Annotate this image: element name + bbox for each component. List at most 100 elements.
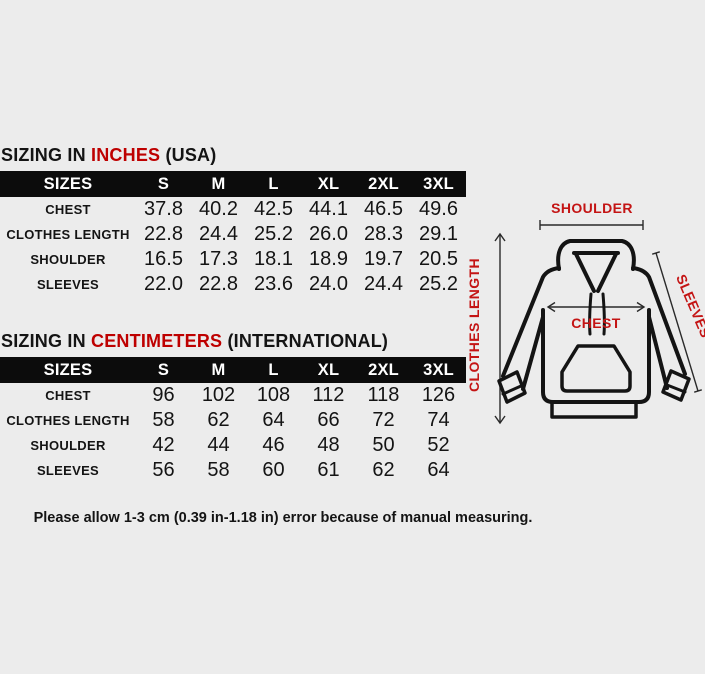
shoulder-measure-line [539, 220, 644, 230]
size-value: 62 [372, 459, 395, 481]
header-size-3xl: 3XL [423, 360, 454, 379]
table-row-sleeves: SLEEVES 56 58 60 61 62 64 [0, 458, 466, 483]
row-label: SLEEVES [36, 463, 100, 478]
size-value: 20.5 [419, 248, 458, 270]
size-value: 24.4 [199, 223, 238, 245]
title-prefix: SIZING IN [1, 145, 86, 165]
size-value: 118 [367, 384, 400, 406]
size-value: 42 [152, 434, 175, 456]
measuring-tolerance-note: Please allow 1-3 cm (0.39 in-1.18 in) er… [33, 510, 533, 526]
size-value: 23.6 [254, 273, 293, 295]
size-value: 72 [372, 409, 395, 431]
table-row-sleeves: SLEEVES 22.0 22.8 23.6 24.0 24.4 25.2 [0, 272, 466, 297]
title-prefix: SIZING IN [1, 331, 86, 351]
size-value: 58 [207, 459, 230, 481]
size-value: 52 [427, 434, 450, 456]
title-region: (INTERNATIONAL) [227, 331, 389, 351]
table-row-chest: CHEST 96 102 108 112 118 126 [0, 383, 466, 408]
sleeve-right-outer [631, 266, 687, 376]
sizing-inches-section: SIZING IN INCHES (USA) SIZES S M L XL 2X… [0, 144, 466, 297]
kangaroo-pocket [560, 344, 632, 393]
clothes-length-measure-line [494, 232, 506, 425]
size-value: 108 [256, 384, 291, 406]
table-header-row: SIZES S M L XL 2XL 3XL [0, 357, 466, 383]
table-row-chest: CHEST 37.8 40.2 42.5 44.1 46.5 49.6 [0, 197, 466, 222]
shoulder-label: SHOULDER [551, 200, 633, 216]
size-value: 18.9 [309, 248, 348, 270]
size-value: 25.2 [419, 273, 458, 295]
chest-measure-arrow [546, 301, 646, 313]
size-value: 25.2 [254, 223, 293, 245]
header-size-xl: XL [317, 360, 340, 379]
table-row-shoulder: SHOULDER 42 44 46 48 50 52 [0, 433, 466, 458]
size-value: 37.8 [144, 198, 183, 220]
size-value: 64 [262, 409, 285, 431]
title-unit-highlight: CENTIMETERS [91, 331, 223, 351]
size-value: 58 [152, 409, 175, 431]
row-label: SLEEVES [36, 277, 100, 292]
table-row-clothes-length: CLOTHES LENGTH 22.8 24.4 25.2 26.0 28.3 … [0, 222, 466, 247]
sleeve-right-inner [647, 315, 669, 390]
header-sizes: SIZES [43, 360, 93, 379]
header-size-m: M [211, 360, 226, 379]
hoodie-measurement-diagram: SHOULDER CLOTHES LENGTH SLEEVES CHEST [466, 200, 705, 425]
sleeves-label: SLEEVES [673, 272, 705, 340]
clothes-length-label: CLOTHES LENGTH [466, 258, 482, 392]
size-value: 62 [207, 409, 230, 431]
sleeve-left-outer [501, 266, 561, 378]
header-size-s: S [157, 174, 170, 193]
size-value: 16.5 [144, 248, 183, 270]
table-row-clothes-length: CLOTHES LENGTH 58 62 64 66 72 74 [0, 408, 466, 433]
size-value: 24.0 [309, 273, 348, 295]
sizing-centimeters-section: SIZING IN CENTIMETERS (INTERNATIONAL) SI… [0, 330, 466, 483]
sleeves-measure-line [651, 251, 703, 393]
header-size-l: L [268, 174, 279, 193]
header-size-m: M [211, 174, 226, 193]
size-value: 50 [372, 434, 395, 456]
size-value: 22.8 [144, 223, 183, 245]
size-value: 26.0 [309, 223, 348, 245]
size-value: 49.6 [419, 198, 458, 220]
size-value: 24.4 [364, 273, 403, 295]
header-size-2xl: 2XL [368, 360, 399, 379]
size-value: 60 [262, 459, 285, 481]
row-label: SHOULDER [30, 438, 106, 453]
size-value: 19.7 [364, 248, 403, 270]
size-value: 22.0 [144, 273, 183, 295]
size-value: 102 [201, 384, 236, 406]
hoodie-outline [497, 239, 691, 419]
header-size-3xl: 3XL [423, 174, 454, 193]
header-size-l: L [268, 360, 279, 379]
sizing-inches-title: SIZING IN INCHES (USA) [1, 144, 466, 166]
size-value: 46.5 [364, 198, 403, 220]
cuff-right-seam [665, 383, 687, 394]
cuff-left-seam [501, 384, 523, 396]
chest-label: CHEST [571, 315, 620, 331]
size-value: 29.1 [419, 223, 458, 245]
size-value: 48 [317, 434, 340, 456]
size-value: 112 [312, 384, 345, 406]
table-header-row: SIZES S M L XL 2XL 3XL [0, 171, 466, 197]
size-value: 42.5 [254, 198, 293, 220]
title-unit-highlight: INCHES [91, 145, 161, 165]
header-size-xl: XL [317, 174, 340, 193]
drawstring-left [588, 292, 593, 336]
collar-left-line [574, 252, 596, 293]
header-sizes: SIZES [43, 174, 93, 193]
size-value: 22.8 [199, 273, 238, 295]
sizing-centimeters-title: SIZING IN CENTIMETERS (INTERNATIONAL) [1, 330, 466, 352]
drawstring-right [601, 292, 606, 336]
size-value: 46 [262, 434, 285, 456]
size-value: 66 [317, 409, 340, 431]
collar-right-line [596, 252, 618, 293]
sleeve-left-inner [521, 315, 545, 391]
size-value: 126 [421, 384, 456, 406]
row-label: SHOULDER [30, 252, 106, 267]
size-value: 44 [207, 434, 230, 456]
size-value: 18.1 [254, 248, 293, 270]
size-value: 61 [317, 459, 340, 481]
header-size-2xl: 2XL [368, 174, 399, 193]
row-label: CHEST [45, 388, 91, 403]
row-label: CHEST [45, 202, 91, 217]
